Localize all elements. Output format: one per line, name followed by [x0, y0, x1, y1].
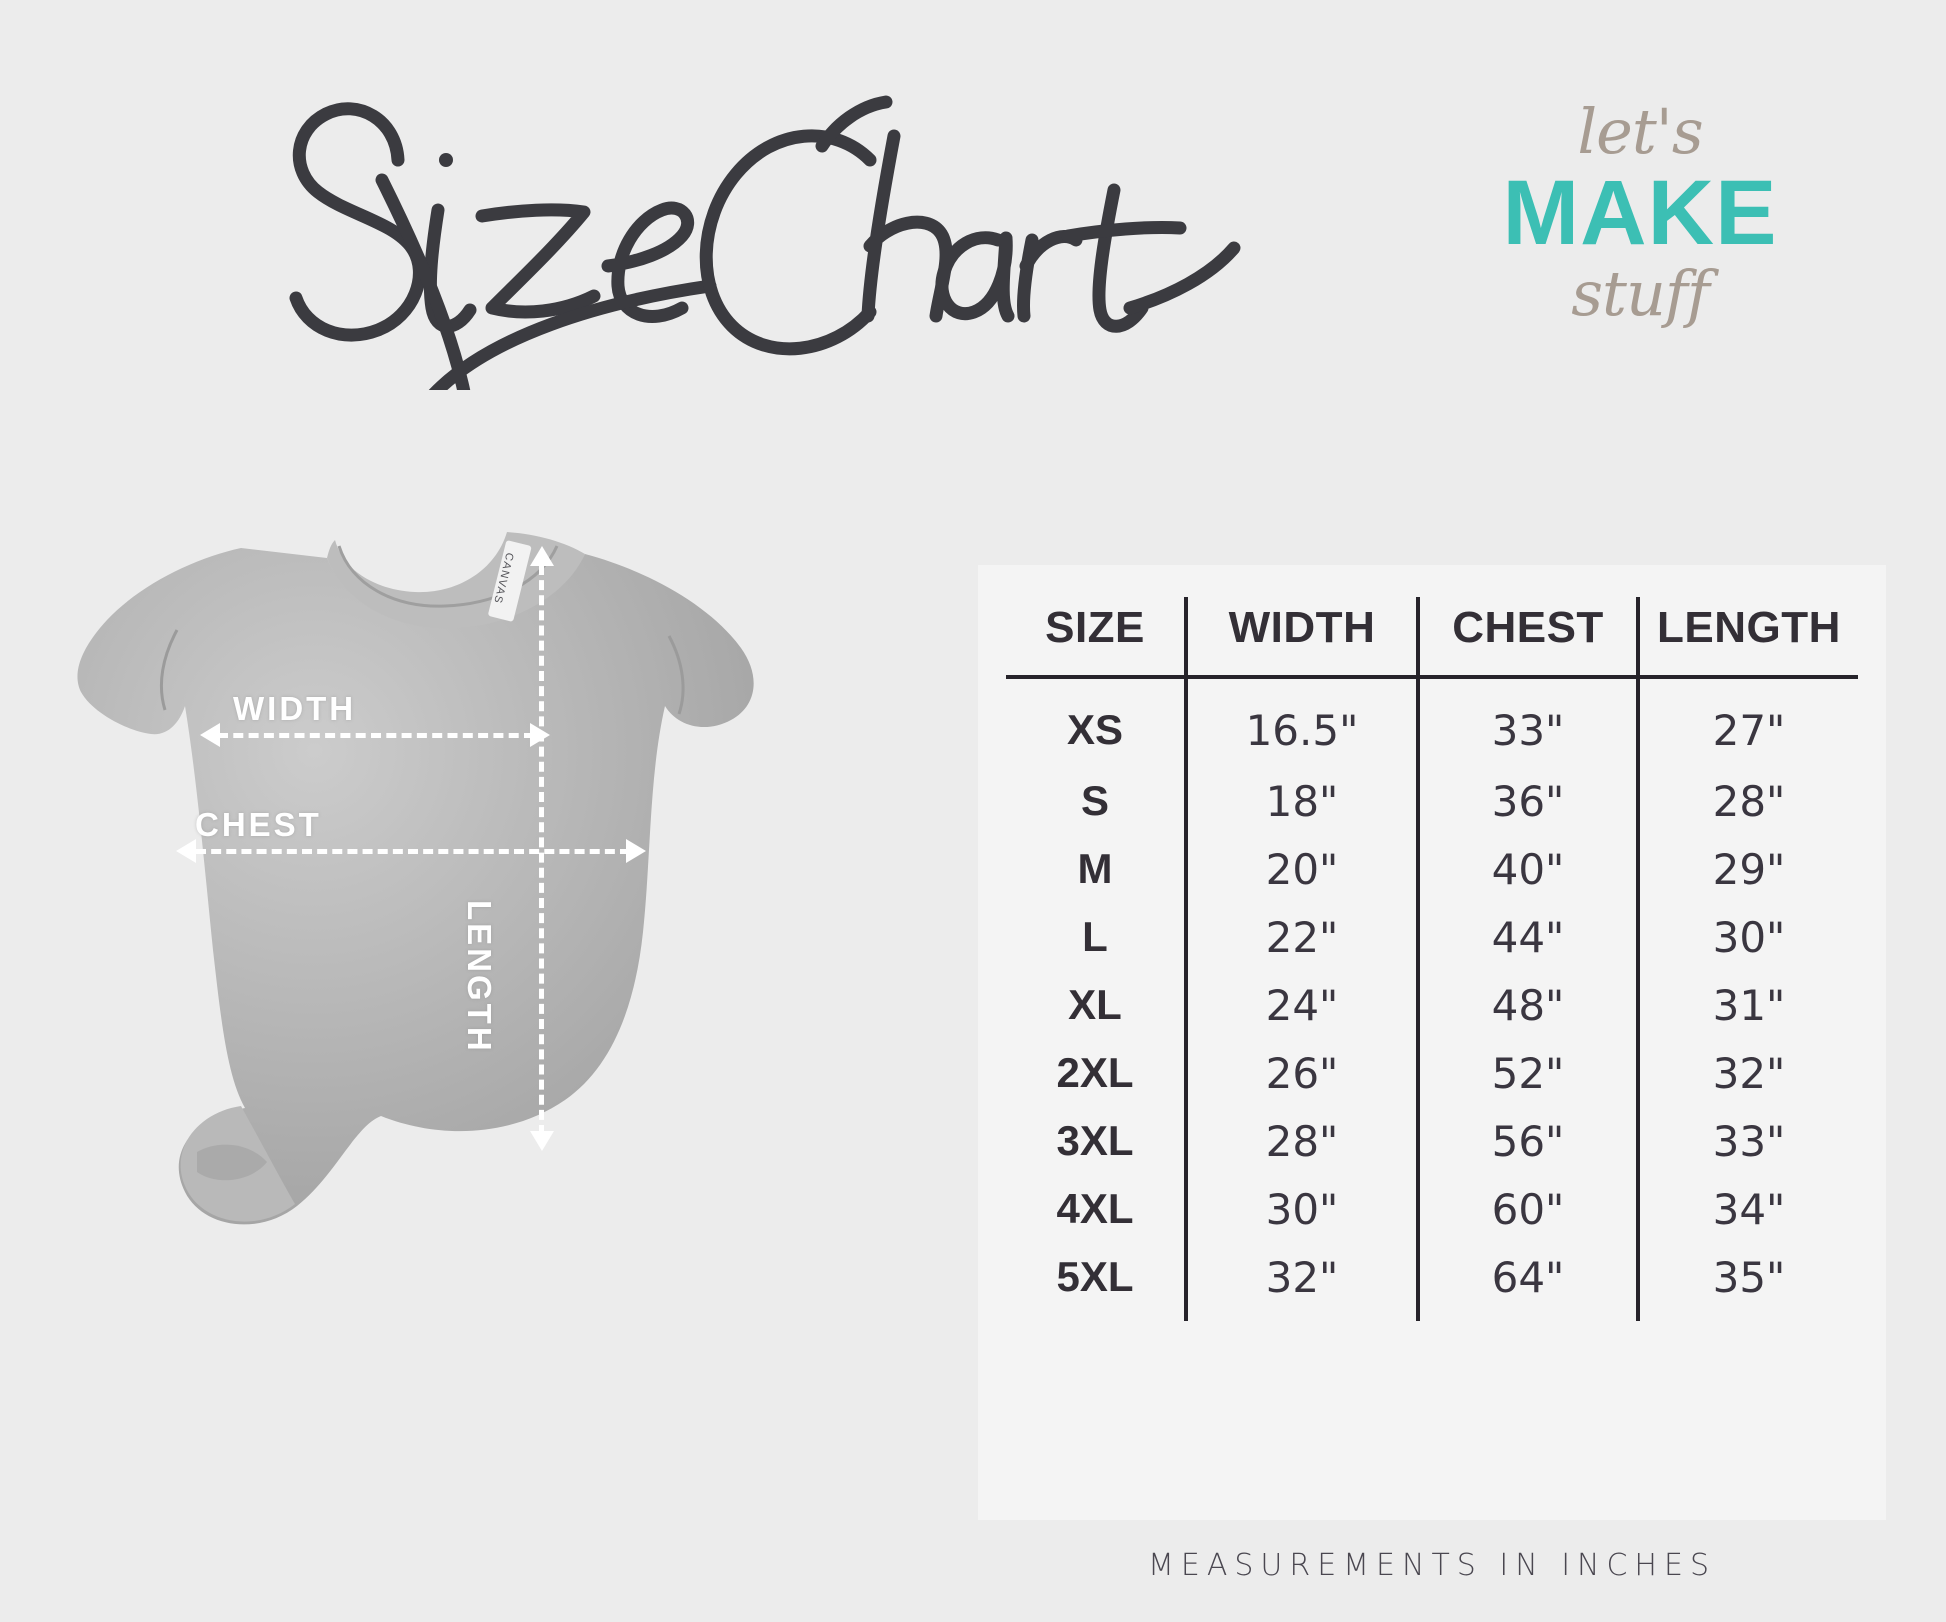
cell-width-value: 30" [1184, 1175, 1418, 1243]
cell-size-value: M [1077, 845, 1113, 892]
cell-length-value: 27" [1636, 677, 1858, 767]
cell-width-value: 20" [1184, 835, 1418, 903]
page-title [170, 40, 1290, 390]
cell-size-value: XS [1066, 706, 1124, 753]
width-arrow-left-icon [200, 723, 220, 747]
cell-length-value: 34" [1636, 1175, 1858, 1243]
size-table-panel: SIZE WIDTH CHEST LENGTH XS 16.5" 33" 27" S 18… [978, 565, 1886, 1520]
column-header-size: SIZE [1006, 597, 1186, 679]
logo-line-lets: let's [1577, 95, 1703, 168]
title-area: Size Chart [0, 0, 1480, 440]
cell-length-value: 30" [1636, 903, 1858, 971]
cell-size-value: 3XL [1056, 1117, 1134, 1164]
cell-chest-value: 48" [1416, 971, 1638, 1039]
cell-length-value: 28" [1636, 767, 1858, 835]
table-row: XL 24" 48" 31" [1006, 971, 1858, 1039]
annotation-label-chest: CHEST [195, 806, 322, 843]
table-row: 3XL 28" 56" 33" [1006, 1107, 1858, 1175]
cell-width-value: 18" [1184, 767, 1418, 835]
cell-chest-value: 56" [1416, 1107, 1638, 1175]
cell-width-value: 26" [1184, 1039, 1418, 1107]
column-header-length: LENGTH [1636, 597, 1858, 679]
cell-chest-value: 40" [1416, 835, 1638, 903]
cell-chest-value: 60" [1416, 1175, 1638, 1243]
table-row: S 18" 36" 28" [1006, 767, 1858, 835]
cell-size-value: S [1080, 777, 1109, 824]
cell-length-value: 31" [1636, 971, 1858, 1039]
chest-arrow-right-icon [626, 839, 646, 863]
table-row: 4XL 30" 60" 34" [1006, 1175, 1858, 1243]
table-row: 2XL 26" 52" 32" [1006, 1039, 1858, 1107]
logo-line-stuff: stuff [1571, 256, 1710, 330]
chest-arrow-left-icon [176, 839, 196, 863]
length-dashed-line [539, 565, 544, 1135]
cell-width-value: 22" [1184, 903, 1418, 971]
table-row: L 22" 44" 30" [1006, 903, 1858, 971]
cell-length-value: 33" [1636, 1107, 1858, 1175]
brand-logo: let's MAKE stuff [1490, 95, 1790, 425]
cell-length-value: 29" [1636, 835, 1858, 903]
length-arrow-down-icon [530, 1131, 554, 1151]
cell-width-value: 32" [1184, 1243, 1418, 1321]
cell-width-value: 24" [1184, 971, 1418, 1039]
chest-dashed-line [196, 849, 630, 854]
cell-chest-value: 52" [1416, 1039, 1638, 1107]
column-header-chest: CHEST [1416, 597, 1638, 679]
cell-size-value: L [1082, 913, 1108, 960]
table-row: XS 16.5" 33" 27" [1006, 677, 1858, 767]
tshirt-photo: CANVAS [45, 480, 775, 1270]
cell-chest-value: 44" [1416, 903, 1638, 971]
cell-chest-value: 33" [1416, 677, 1638, 767]
cell-size-value: 2XL [1056, 1049, 1134, 1096]
annotation-label-width: WIDTH [233, 690, 357, 727]
cell-size-value: XL [1068, 981, 1122, 1028]
cell-size-value: 5XL [1056, 1253, 1134, 1300]
cell-chest-value: 64" [1416, 1243, 1638, 1321]
width-dashed-line [218, 733, 534, 738]
measurement-units-note: MEASUREMENTS IN INCHES [1148, 1548, 1716, 1583]
cell-length-value: 35" [1636, 1243, 1858, 1321]
table-header-row: SIZE WIDTH CHEST LENGTH [1006, 597, 1858, 679]
table-row: M 20" 40" 29" [1006, 835, 1858, 903]
cell-size-value: 4XL [1056, 1185, 1134, 1232]
cell-length-value: 32" [1636, 1039, 1858, 1107]
cell-width-value: 16.5" [1184, 677, 1418, 767]
cell-width-value: 28" [1184, 1107, 1418, 1175]
annotation-label-length: LENGTH [461, 900, 498, 1054]
logo-line-make: MAKE [1502, 162, 1778, 264]
column-header-width: WIDTH [1184, 597, 1418, 679]
length-arrow-up-icon [530, 546, 554, 566]
cell-chest-value: 36" [1416, 767, 1638, 835]
table-row: 5XL 32" 64" 35" [1006, 1243, 1858, 1321]
size-table: SIZE WIDTH CHEST LENGTH XS 16.5" 33" 27" S 18… [1006, 597, 1858, 1321]
